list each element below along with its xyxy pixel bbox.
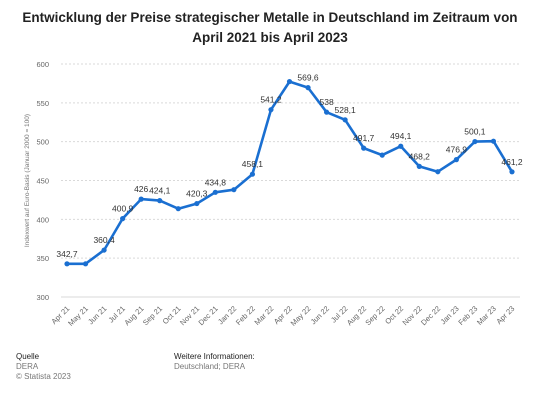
data-point <box>435 169 441 175</box>
data-label: 569,6 <box>297 73 319 83</box>
x-tick-label: Aug 22 <box>345 304 368 327</box>
data-label: 476,9 <box>446 145 468 155</box>
y-axis-label: Indexwert auf Euro-Basis (Januar 2000 = … <box>24 114 31 247</box>
x-tick-label: Jan 23 <box>438 304 460 326</box>
data-point <box>323 109 330 115</box>
data-point <box>509 169 515 175</box>
data-point <box>212 189 218 195</box>
data-label: 468,2 <box>409 151 431 161</box>
data-point <box>249 171 256 177</box>
x-tick-label: Mar 22 <box>253 304 276 327</box>
x-tick-label: Mar 23 <box>475 304 498 327</box>
data-label: 360,4 <box>93 235 115 245</box>
x-tick-label: Dec 21 <box>197 304 220 327</box>
data-point <box>157 198 163 204</box>
y-tick-label: 500 <box>36 138 49 147</box>
data-point <box>416 163 422 169</box>
series-line <box>67 80 514 266</box>
data-point <box>379 152 385 158</box>
data-label: 538 <box>319 97 333 107</box>
x-tick-label: Jun 22 <box>309 304 331 326</box>
data-label: 461,2 <box>501 157 523 167</box>
data-point <box>175 206 181 212</box>
data-point <box>398 143 404 149</box>
info-label: Weitere Informationen: <box>174 352 255 361</box>
data-point <box>231 187 237 193</box>
data-point <box>268 107 274 113</box>
data-label: 424,1 <box>149 186 171 196</box>
line-chart: 300 350 400 450 500 550 600 Indexwert auf Euro-… <box>24 60 523 328</box>
data-point <box>305 85 311 91</box>
copyright-text[interactable]: © Statista 2023 <box>16 372 71 381</box>
y-tick-label: 550 <box>36 99 49 108</box>
data-label: 400,9 <box>112 204 134 214</box>
x-tick-label: Jun 21 <box>86 304 108 326</box>
x-tick-label: Jan 22 <box>216 304 238 326</box>
x-tick-label: Feb 23 <box>456 304 479 327</box>
x-tick-label: Aug 21 <box>122 304 145 327</box>
data-point <box>472 138 478 145</box>
data-point <box>82 261 89 267</box>
data-label: 426 <box>134 184 148 194</box>
info-value: Deutschland; DERA <box>174 362 246 371</box>
data-label: 528,1 <box>334 105 356 115</box>
source-label: Quelle <box>16 352 40 361</box>
y-tick-label: 300 <box>36 293 49 302</box>
x-tick-label: May 21 <box>66 304 90 328</box>
chart-title: Entwicklung der Preise strategischer Met… <box>22 10 518 45</box>
data-point <box>490 138 497 144</box>
data-point <box>286 78 293 85</box>
data-point <box>138 196 144 202</box>
data-point <box>453 157 459 163</box>
data-label: 434,8 <box>205 177 227 187</box>
x-tick-label: Nov 22 <box>401 304 424 327</box>
source-name: DERA <box>16 362 39 371</box>
data-label: 491,7 <box>353 133 375 143</box>
x-tick-label: Sep 21 <box>141 304 164 327</box>
data-point <box>101 247 107 253</box>
data-point <box>194 200 200 207</box>
y-tick-label: 350 <box>36 254 49 263</box>
data-point <box>361 145 367 151</box>
info-block: Weitere Informationen: Deutschland; DERA <box>174 352 255 372</box>
data-label: 500,1 <box>464 127 486 137</box>
data-point <box>64 261 70 267</box>
y-tick-label: 450 <box>36 177 49 186</box>
y-tick-label: 400 <box>36 215 49 224</box>
x-tick-label: May 22 <box>289 304 313 328</box>
data-point <box>120 216 126 222</box>
x-tick-label: Feb 22 <box>234 304 257 327</box>
data-label: 494,1 <box>390 131 412 141</box>
x-tick-label: Sep 22 <box>363 304 386 327</box>
source-block: Quelle DERA © Statista 2023 <box>16 352 71 382</box>
data-label: 458,1 <box>242 159 264 169</box>
data-label: 420,3 <box>186 189 208 199</box>
data-point <box>342 117 348 123</box>
data-label: 342,7 <box>56 249 78 259</box>
x-tick-label: Dec 22 <box>419 304 442 327</box>
data-label: 541,2 <box>260 95 282 105</box>
x-tick-label: Nov 21 <box>178 304 201 327</box>
x-tick-label: Apr 23 <box>494 304 516 326</box>
y-tick-label: 600 <box>36 60 49 69</box>
